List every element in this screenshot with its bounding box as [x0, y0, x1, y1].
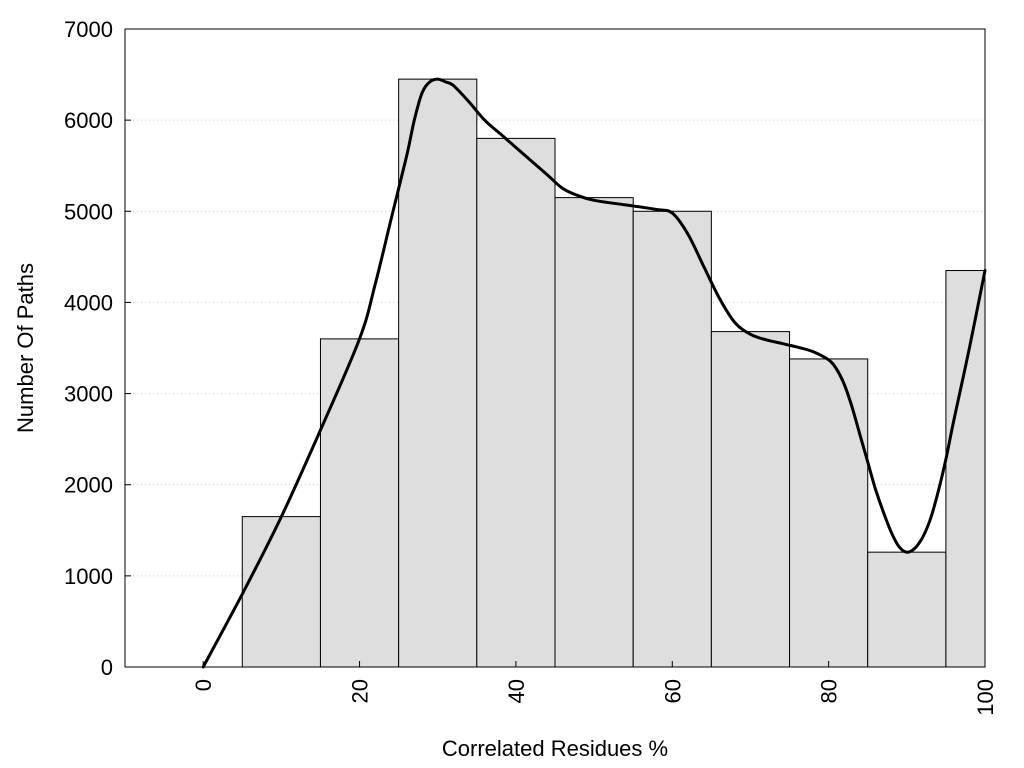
histogram-bar [241, 516, 321, 668]
histogram-bar [319, 338, 400, 668]
density-curve [201, 77, 987, 669]
y-tick-label: 4000 [64, 290, 113, 315]
y-axis-title: Number Of Paths [13, 263, 38, 433]
y-tick-label: 0 [101, 655, 113, 680]
histogram-bar [789, 358, 869, 668]
y-tick-label: 1000 [64, 564, 113, 589]
y-tick-label: 2000 [64, 473, 113, 498]
y-tick-label: 6000 [64, 108, 113, 133]
histogram-bar [632, 210, 712, 668]
y-tick-label: 7000 [64, 17, 113, 42]
x-tick-label: 0 [191, 679, 216, 691]
histogram-bar [710, 331, 791, 668]
bars [241, 78, 986, 668]
y-tick-label: 3000 [64, 382, 113, 407]
x-tick-label: 60 [660, 679, 685, 703]
x-axis-ticks: 0 20 40 60 80 100 [191, 661, 998, 716]
x-tick-label: 40 [504, 679, 529, 703]
histogram-bar [398, 78, 478, 668]
x-tick-label: 100 [973, 679, 998, 716]
x-axis-title: Correlated Residues % [442, 736, 668, 761]
x-tick-label: 20 [348, 679, 373, 703]
x-tick-label: 80 [817, 679, 842, 703]
histogram-bar [945, 270, 986, 668]
histogram-bar [554, 197, 634, 668]
histogram-bar [476, 137, 556, 668]
y-tick-label: 5000 [64, 199, 113, 224]
density-curve-line [201, 77, 987, 669]
y-axis-ticks: 0 1000 2000 3000 4000 5000 6000 7000 [64, 17, 131, 680]
histogram-bar [867, 551, 947, 668]
plot-frame [124, 28, 986, 668]
